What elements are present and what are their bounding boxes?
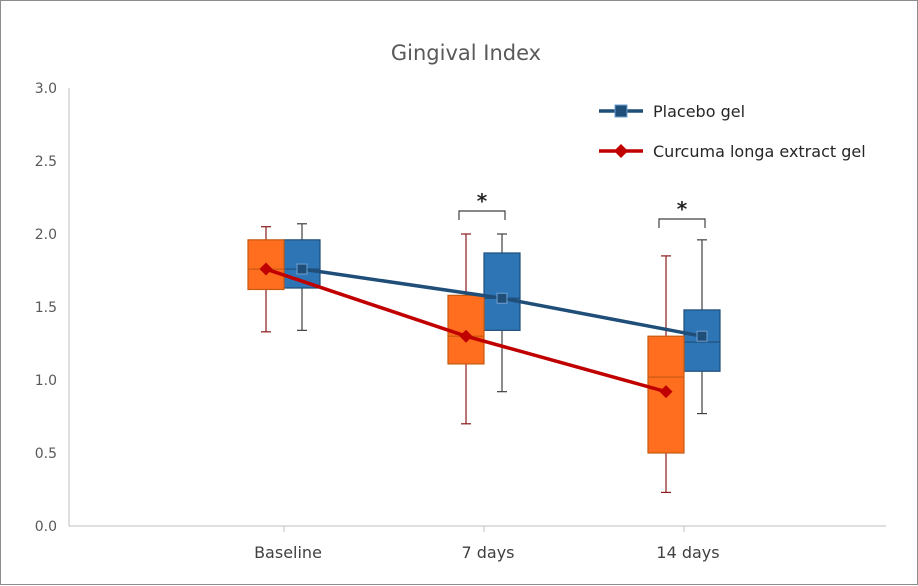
box-plot-placebo	[683, 239, 721, 415]
x-tick-label: Baseline	[254, 543, 322, 562]
legend-label: Placebo gel	[653, 102, 745, 121]
mean-marker-diamond	[459, 329, 473, 343]
box-iqr	[447, 294, 485, 365]
box-plots	[247, 223, 721, 494]
box-plot-curcuma	[447, 233, 485, 425]
mean-marker-square	[496, 292, 508, 304]
legend-marker-diamond	[614, 144, 628, 158]
y-tick-label: 1.0	[35, 373, 57, 389]
legend-label: Curcuma longa extract gel	[653, 142, 866, 161]
y-tick-label: 0.5	[35, 446, 57, 462]
box-iqr	[483, 252, 521, 331]
box-plot-curcuma	[647, 255, 685, 494]
y-tick-label: 2.0	[35, 227, 57, 243]
significance-bracket	[458, 210, 506, 220]
y-tick-label: 1.5	[35, 300, 57, 316]
significance-annotations: * *	[458, 189, 706, 228]
legend-marker-square	[614, 104, 628, 118]
significance-star: *	[477, 189, 488, 213]
y-tick-label: 3.0	[35, 81, 57, 97]
x-tick-label: 14 days	[656, 543, 719, 562]
significance-star: *	[677, 197, 688, 221]
mean-marker-diamond	[259, 262, 273, 276]
box-plot-placebo	[483, 233, 521, 393]
mean-marker-diamond	[659, 385, 673, 399]
mean-lines	[259, 262, 708, 399]
mean-marker-square	[696, 330, 708, 342]
significance-bracket	[658, 218, 706, 228]
legend: Placebo gel Curcuma longa extract gel	[599, 102, 866, 161]
mean-marker-square	[296, 263, 308, 275]
x-tick-label: 7 days	[461, 543, 514, 562]
chart-title: Gingival Index	[391, 41, 541, 65]
y-tick-label: 0.0	[35, 519, 57, 535]
axes: 0.0 0.5 1.0 1.5 2.0 2.5 3.0 Baseline 7 days 14 da…	[35, 81, 886, 562]
y-tick-label: 2.5	[35, 154, 57, 170]
box-plot-curcuma	[247, 226, 285, 333]
